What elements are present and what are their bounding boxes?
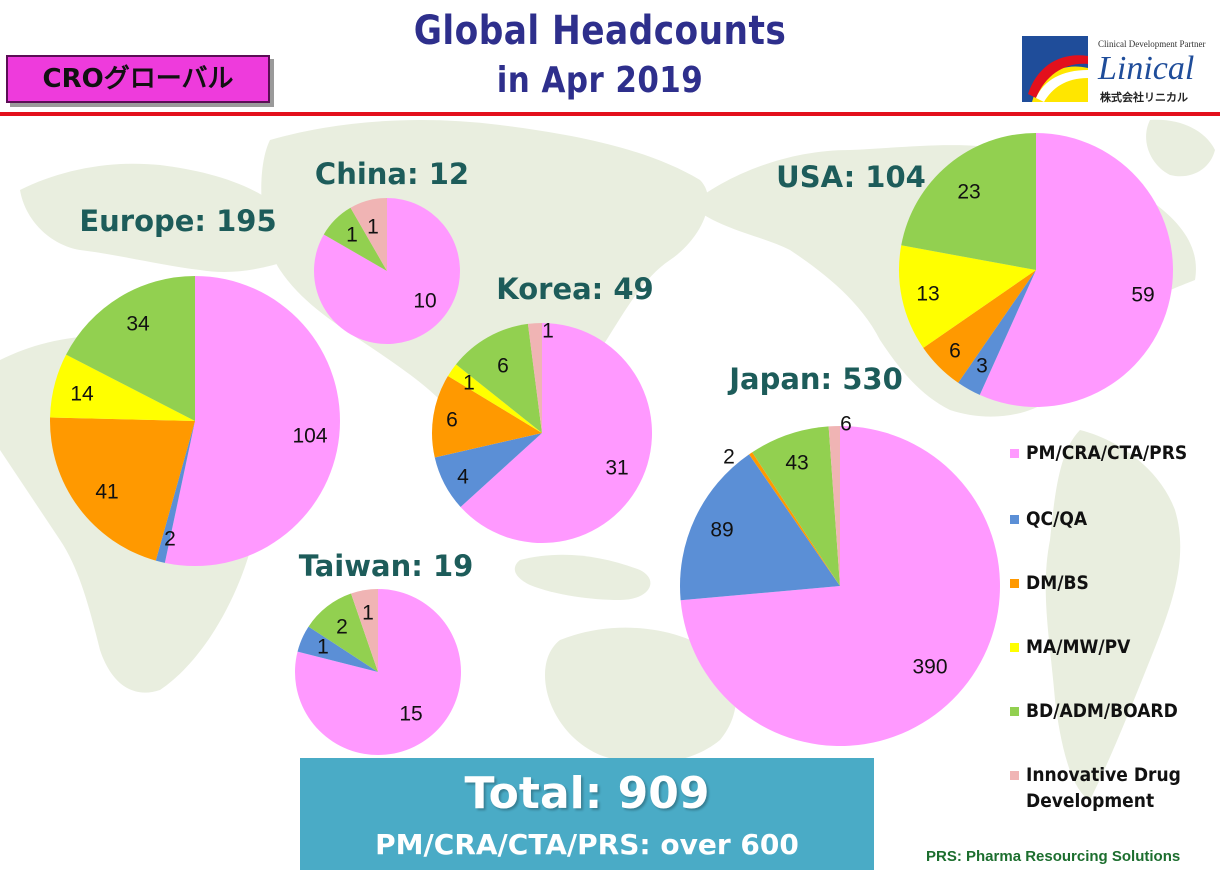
south-america-shape [1045, 430, 1181, 800]
legend-label: PM/CRA/CTA/PRS [1026, 442, 1188, 464]
linical-logo [1022, 36, 1088, 102]
pie-korea-slice-ma [447, 364, 542, 433]
pie-japan-slice-bd [752, 426, 840, 586]
australia-shape [545, 627, 737, 764]
pie-usa-value-pm: 59 [1131, 284, 1154, 307]
logo-company-name: 株式会社リニカル [1100, 92, 1188, 104]
legend-label: QC/QA [1026, 508, 1088, 530]
pie-usa-slice-qc [958, 270, 1036, 395]
pie-korea-value-dm: 6 [446, 409, 458, 432]
pie-japan [679, 426, 1000, 746]
pie-japan-value-bd: 43 [785, 452, 808, 475]
pie-europe-value-pm: 104 [292, 425, 327, 448]
pie-china-value-bd: 1 [346, 224, 358, 247]
pie-korea-slice-bd [456, 323, 542, 433]
footnote: PRS: Pharma Resourcing Solutions [926, 848, 1181, 865]
legend-label: BD/ADM/BOARD [1026, 700, 1178, 722]
legend-swatch [1010, 771, 1019, 780]
pie-usa-slice-ma [898, 245, 1036, 348]
europe-shape [20, 163, 294, 272]
pie-europe-value-bd: 34 [126, 313, 150, 336]
pie-taiwan-value-pm: 15 [399, 703, 422, 726]
greenland-shape [1146, 119, 1215, 177]
legend-swatch [1010, 579, 1019, 588]
pie-china-slice-id [350, 198, 387, 271]
total-pm-note: PM/CRA/CTA/PRS: over 600 [375, 828, 799, 861]
pie-taiwan [294, 589, 461, 755]
pie-japan-slice-id [828, 426, 840, 586]
legend-swatch [1010, 643, 1019, 652]
pie-china-slice-pm [313, 198, 460, 344]
pie-europe-value-qc: 2 [164, 528, 176, 551]
pie-china-slice-bd [323, 207, 387, 271]
legend-label: Innovative Drug Development [1026, 764, 1181, 812]
pie-korea-slice-dm [432, 375, 542, 458]
page-subtitle: in Apr 2019 [496, 60, 704, 101]
pie-europe-value-dm: 41 [95, 481, 118, 504]
header-divider [0, 112, 1220, 116]
pie-japan-value-pm: 390 [912, 656, 947, 679]
pie-taiwan-value-id: 1 [362, 602, 374, 625]
pie-europe-value-ma: 14 [70, 383, 94, 406]
pie-korea-title: Korea: 49 [496, 272, 653, 306]
pie-europe-slice-pm [164, 276, 341, 566]
pie-china-value-pm: 10 [413, 290, 436, 313]
pie-japan-value-dm: 2 [723, 446, 735, 469]
cro-global-badge: CROグローバル [6, 55, 270, 103]
legend-swatch [1010, 449, 1019, 458]
logo-name: Linical [1098, 50, 1195, 87]
logo-tagline: Clinical Development Partner [1098, 39, 1206, 49]
pie-korea-slice-pm [460, 323, 653, 543]
pie-taiwan-slice-bd [308, 593, 378, 672]
asia-shape [261, 120, 709, 433]
pie-taiwan-title: Taiwan: 19 [299, 549, 474, 583]
pie-europe-slice-bd [66, 276, 195, 421]
pie-taiwan-slice-qc [297, 626, 378, 672]
legend-label: DM/BS [1026, 572, 1089, 594]
pie-japan-title: Japan: 530 [727, 362, 903, 396]
pie-japan-slice-dm [749, 452, 840, 586]
pie-taiwan-value-bd: 2 [336, 616, 348, 639]
pie-korea-slice-id [527, 323, 542, 433]
pie-usa-value-bd: 23 [957, 181, 980, 204]
pie-usa [898, 133, 1173, 407]
pie-usa-value-qc: 3 [976, 355, 988, 378]
legend-label: MA/MW/PV [1026, 636, 1131, 658]
pie-korea [432, 323, 653, 543]
pie-taiwan-value-qc: 1 [317, 636, 329, 659]
pie-korea-value-qc: 4 [457, 466, 469, 489]
pie-usa-slice-bd [901, 133, 1036, 270]
pie-europe-slice-ma [50, 354, 195, 421]
legend-swatch [1010, 515, 1019, 524]
pie-china-title: China: 12 [315, 157, 469, 191]
pie-china [313, 198, 460, 344]
pie-japan-slice-pm [680, 426, 1000, 746]
pie-europe [49, 276, 341, 566]
pie-taiwan-slice-id [351, 589, 378, 672]
legend-swatch [1010, 707, 1019, 716]
total-summary-box: Total: 909 PM/CRA/CTA/PRS: over 600 [300, 758, 874, 870]
pie-usa-slice-pm [979, 133, 1173, 407]
pie-japan-value-id: 6 [840, 413, 852, 436]
pie-korea-value-ma: 1 [463, 372, 475, 395]
pie-china-value-id: 1 [367, 216, 379, 239]
page-title: Global Headcounts [413, 8, 787, 54]
pie-usa-slice-dm [923, 270, 1036, 383]
pie-europe-title: Europe: 195 [79, 204, 276, 238]
pie-korea-value-pm: 31 [605, 457, 628, 480]
pie-japan-value-qc: 89 [710, 519, 733, 542]
pie-usa-title: USA: 104 [776, 160, 926, 194]
pie-korea-value-id: 1 [542, 320, 554, 343]
total-headcount: Total: 909 [464, 768, 710, 819]
pie-taiwan-slice-pm [294, 589, 461, 755]
pie-europe-slice-dm [49, 417, 196, 561]
pie-korea-slice-qc [434, 433, 542, 507]
pie-korea-value-bd: 6 [497, 355, 509, 378]
pie-usa-value-ma: 13 [916, 283, 939, 306]
southeast-asia-shape [514, 554, 651, 600]
pie-usa-value-dm: 6 [949, 340, 961, 363]
pie-europe-slice-qc [155, 421, 195, 563]
pie-japan-slice-qc [679, 454, 840, 601]
